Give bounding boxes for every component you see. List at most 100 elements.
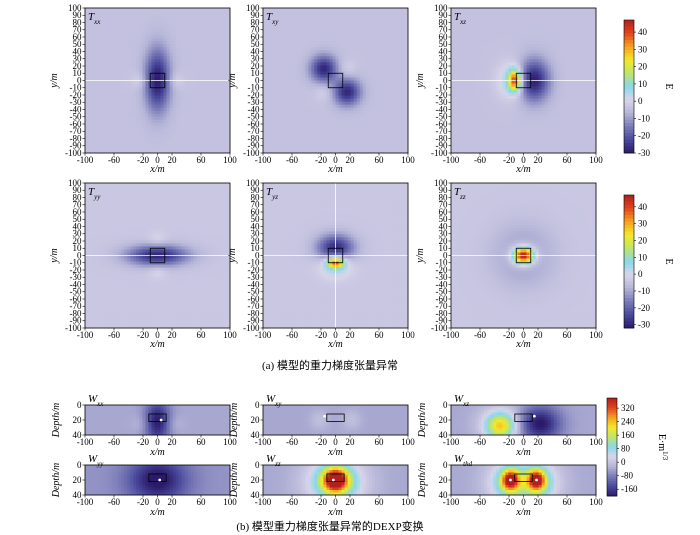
heatmap-cell xyxy=(172,14,177,18)
heatmap-cell xyxy=(320,20,324,24)
heatmap-cell xyxy=(392,104,397,109)
heatmap-cell xyxy=(377,47,382,51)
heatmap-cell xyxy=(371,26,376,30)
heatmap-cell xyxy=(395,116,400,121)
heatmap-cell xyxy=(124,128,128,133)
heatmap-cell xyxy=(205,83,210,87)
heatmap-cell xyxy=(97,50,101,54)
heatmap-cell xyxy=(544,8,549,12)
heatmap-cell xyxy=(175,140,180,145)
heatmap-cell xyxy=(287,125,291,130)
heatmap-cell xyxy=(365,14,370,18)
heatmap-cell xyxy=(154,131,158,136)
heatmap-cell xyxy=(404,62,409,66)
heatmap-cell xyxy=(398,62,403,66)
heatmap-cell xyxy=(151,92,155,96)
heatmap-cell xyxy=(344,92,348,96)
heatmap-cell xyxy=(272,143,276,148)
heatmap-cell xyxy=(323,113,327,118)
heatmap-cell xyxy=(272,89,276,93)
heatmap-cell xyxy=(266,116,270,121)
x-tick-label: -100 xyxy=(77,155,94,165)
heatmap-cell xyxy=(386,29,391,33)
heatmap-cell xyxy=(275,65,279,69)
heatmap-cell xyxy=(284,125,288,130)
heatmap-cell xyxy=(484,11,488,15)
heatmap-cell xyxy=(332,83,336,87)
heatmap-cell xyxy=(184,11,189,15)
heatmap-cell xyxy=(217,95,222,100)
heatmap-cell xyxy=(362,128,367,133)
heatmap-cell xyxy=(136,128,140,133)
heatmap-cell xyxy=(178,83,183,87)
heatmap-cell xyxy=(577,8,582,12)
heatmap-cell xyxy=(97,134,101,139)
heatmap-cell xyxy=(124,95,128,100)
heatmap-cell xyxy=(193,74,198,78)
heatmap-cell xyxy=(118,17,122,21)
heatmap-cell xyxy=(148,47,152,51)
heatmap-cell xyxy=(263,110,267,115)
heatmap-cell xyxy=(269,14,273,18)
heatmap-cell xyxy=(263,119,267,124)
heatmap-cell xyxy=(106,143,110,148)
heatmap-cell xyxy=(326,8,330,12)
heatmap-cell xyxy=(305,44,309,48)
heatmap-cell xyxy=(160,53,164,57)
heatmap-cell xyxy=(266,89,270,93)
heatmap-cell xyxy=(332,116,336,121)
heatmap-cell xyxy=(398,89,403,93)
heatmap-cell xyxy=(305,14,309,18)
heatmap-cell xyxy=(88,89,92,93)
heatmap-cell xyxy=(395,95,400,100)
heatmap-cell xyxy=(109,23,113,27)
heatmap-cell xyxy=(214,17,219,21)
heatmap-cell xyxy=(133,119,137,124)
heatmap-cell xyxy=(395,89,400,93)
heatmap-cell xyxy=(115,53,119,57)
heatmap-cell xyxy=(383,113,388,118)
y-tick-label: 60 xyxy=(251,32,261,42)
heatmap-cell xyxy=(163,80,167,84)
heatmap-cell xyxy=(341,116,345,121)
heatmap-cell xyxy=(139,71,143,75)
heatmap-cell xyxy=(88,11,92,15)
heatmap-cell xyxy=(350,68,355,72)
heatmap-cell xyxy=(157,116,161,121)
heatmap-cell xyxy=(374,134,379,139)
heatmap-cell xyxy=(124,41,128,45)
heatmap-cell xyxy=(338,104,342,109)
heatmap-cell xyxy=(184,8,189,12)
heatmap-cell xyxy=(115,8,119,12)
heatmap-cell xyxy=(196,125,201,130)
heatmap-cell xyxy=(199,146,204,151)
heatmap-cell xyxy=(290,131,294,136)
heatmap-cell xyxy=(272,44,276,48)
heatmap-cell xyxy=(139,107,143,112)
heatmap-cell xyxy=(109,44,113,48)
heatmap-cell xyxy=(502,20,506,24)
heatmap-cell xyxy=(91,104,95,109)
heatmap-cell xyxy=(368,116,373,121)
heatmap-cell xyxy=(133,80,137,84)
heatmap-cell xyxy=(293,23,297,27)
heatmap-cell xyxy=(368,20,373,24)
heatmap-cell xyxy=(205,23,210,27)
heatmap-cell xyxy=(284,65,288,69)
heatmap-cell xyxy=(124,53,128,57)
heatmap-cell xyxy=(368,131,373,136)
y-tick-label: -10 xyxy=(248,83,260,93)
heatmap-cell xyxy=(347,35,351,39)
heatmap-cell xyxy=(392,77,397,81)
heatmap-cell xyxy=(208,107,213,112)
heatmap-cell xyxy=(226,35,231,39)
heatmap-cell xyxy=(281,74,285,78)
heatmap-cell xyxy=(392,50,397,54)
heatmap-cell xyxy=(263,149,267,154)
heatmap-cell xyxy=(281,119,285,124)
heatmap-cell xyxy=(181,134,186,139)
heatmap-cell xyxy=(505,14,509,18)
heatmap-cell xyxy=(320,143,324,148)
heatmap-cell xyxy=(181,77,186,81)
heatmap-cell xyxy=(266,23,270,27)
